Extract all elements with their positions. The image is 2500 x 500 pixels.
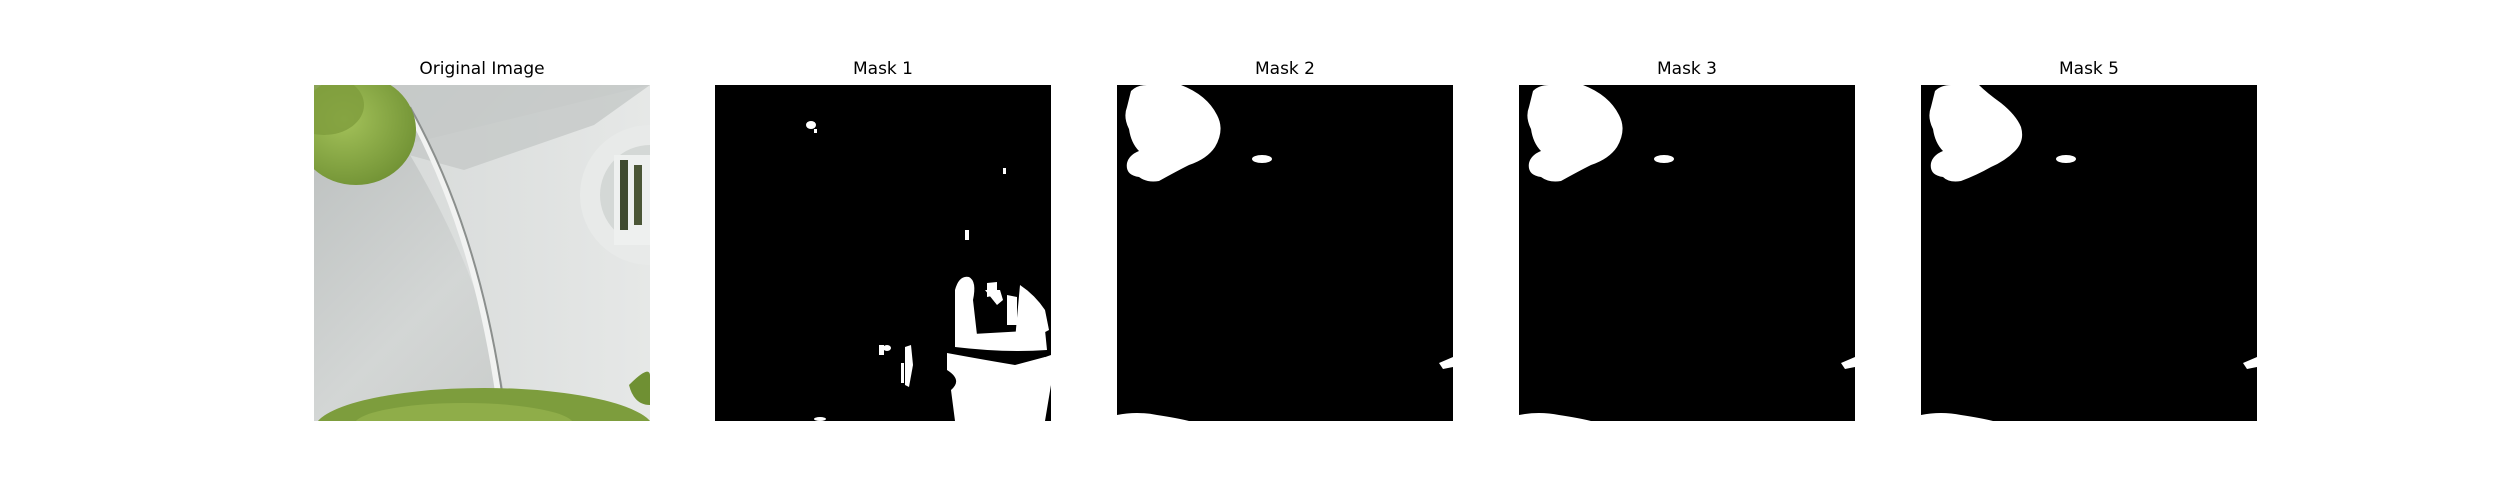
original-photo bbox=[314, 85, 650, 421]
panel-title: Mask 5 bbox=[2058, 59, 2119, 79]
panel-title: Original Image bbox=[419, 59, 545, 79]
mask-3-image bbox=[1519, 85, 1855, 421]
mask-2-panel: Mask 2 bbox=[1117, 0, 1453, 500]
mask-3-panel: Mask 3 bbox=[1519, 0, 1855, 500]
panel-title: Mask 1 bbox=[852, 59, 913, 79]
original-image-panel: Original Image bbox=[314, 0, 650, 500]
panel-title: Mask 2 bbox=[1254, 59, 1315, 79]
mask-2-image bbox=[1117, 85, 1453, 421]
mask-1-panel: Mask 1 bbox=[715, 0, 1051, 500]
mask-1-image bbox=[715, 85, 1051, 421]
mask-5-image bbox=[1921, 85, 2257, 421]
panel-title: Mask 3 bbox=[1656, 59, 1717, 79]
mask-5-panel: Mask 5 bbox=[1921, 0, 2257, 500]
